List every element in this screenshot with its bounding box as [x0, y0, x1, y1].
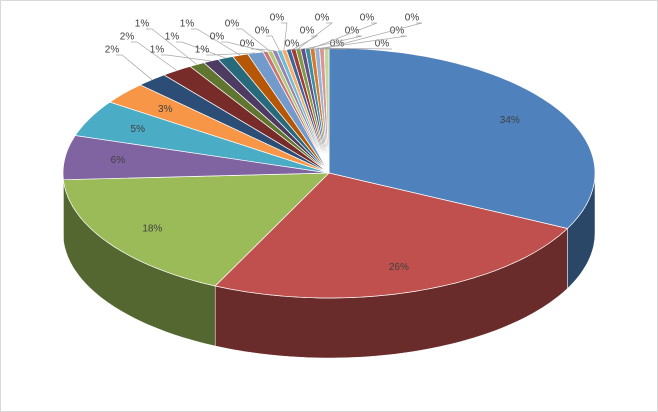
- data-label: 0%: [210, 32, 225, 43]
- leader-line: [176, 41, 226, 59]
- slice: [328, 47, 596, 229]
- data-label: 0%: [300, 26, 315, 37]
- data-label: 0%: [315, 13, 330, 24]
- data-label: 1%: [180, 19, 195, 30]
- data-label: 0%: [390, 26, 405, 37]
- data-label: 0%: [240, 39, 255, 50]
- data-label: 6%: [111, 155, 126, 166]
- data-label: 2%: [105, 45, 120, 56]
- data-label: 0%: [270, 13, 285, 24]
- data-label: 3%: [158, 104, 173, 115]
- leader-line: [251, 48, 275, 51]
- data-label: 0%: [405, 13, 420, 24]
- data-label: 34%: [500, 115, 520, 126]
- data-label: 0%: [330, 39, 345, 50]
- data-label: 0%: [360, 13, 375, 24]
- slice: [62, 135, 330, 181]
- leader-line: [307, 35, 363, 49]
- leader-line: [146, 28, 198, 65]
- slice: [214, 172, 569, 299]
- leader-line: [321, 35, 408, 49]
- data-label: 1%: [195, 45, 210, 56]
- data-label: 2%: [120, 32, 135, 43]
- data-label: 0%: [255, 26, 270, 37]
- leader-line: [297, 22, 334, 50]
- leader-line: [326, 22, 423, 49]
- leader-line: [312, 22, 378, 49]
- leader-line: [161, 54, 211, 62]
- data-label: 1%: [150, 45, 165, 56]
- data-label: 5%: [131, 124, 146, 135]
- leader-line: [281, 22, 288, 50]
- data-label: 1%: [165, 32, 180, 43]
- data-label: 18%: [142, 223, 162, 234]
- leader-line: [236, 28, 271, 52]
- slice: [63, 172, 330, 287]
- leader-line: [206, 52, 256, 56]
- slice: [74, 101, 330, 174]
- data-label: 0%: [345, 26, 360, 37]
- leader-line: [317, 47, 393, 50]
- data-label: 1%: [135, 19, 150, 30]
- data-label: 26%: [389, 262, 409, 273]
- leader-line: [191, 28, 241, 56]
- slice: [109, 84, 330, 174]
- leader-line: [116, 54, 153, 80]
- data-label: 0%: [375, 39, 390, 50]
- leader-line: [131, 41, 178, 71]
- leader-line: [293, 35, 319, 50]
- data-label: 0%: [285, 39, 300, 50]
- data-label: 0%: [225, 19, 240, 30]
- leader-line: [266, 35, 280, 51]
- leader-line: [221, 41, 266, 52]
